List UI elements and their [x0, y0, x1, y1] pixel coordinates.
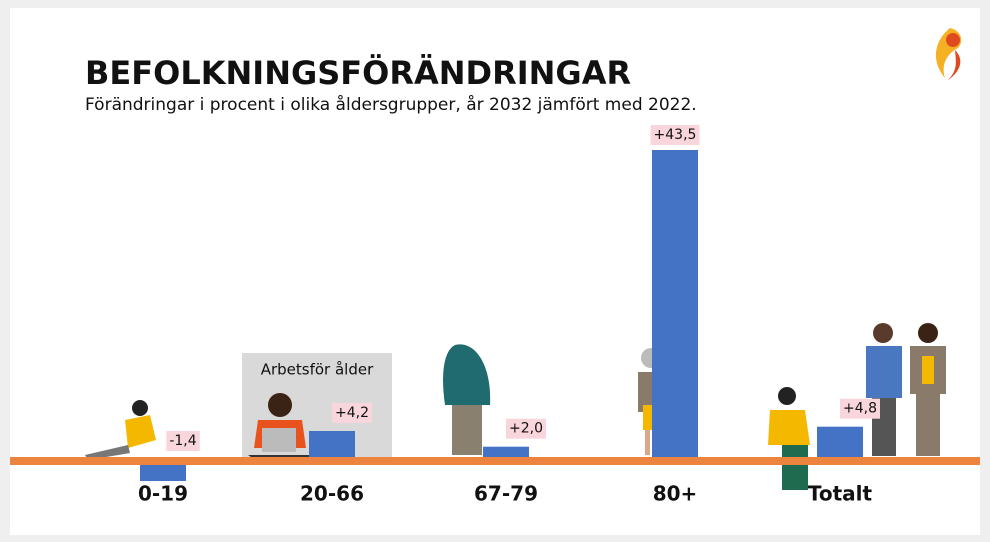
person-sitting — [768, 387, 810, 490]
logo — [935, 28, 962, 80]
x-tick-label: 20-66 — [300, 482, 364, 506]
annotation: Arbetsför ålder — [261, 361, 374, 379]
x-tick-label: 67-79 — [474, 482, 538, 506]
value-label: -1,4 — [169, 433, 196, 449]
value-label: +4,2 — [335, 405, 369, 421]
chart-title: BEFOLKNINGSFÖRÄNDRINGAR — [85, 54, 631, 92]
x-tick-label: 0-19 — [138, 482, 188, 506]
value-label: +43,5 — [654, 127, 697, 143]
bar — [309, 430, 355, 461]
x-tick-label: Totalt — [808, 482, 873, 506]
person-couple — [866, 323, 946, 456]
person-child — [85, 400, 156, 460]
value-label-bg — [166, 431, 200, 451]
value-label-bg — [650, 125, 700, 145]
baseline — [10, 457, 980, 465]
value-label: +2,0 — [509, 421, 543, 437]
bar — [140, 461, 186, 481]
value-label-bg — [506, 418, 546, 439]
bar — [817, 426, 863, 461]
bar — [652, 150, 698, 461]
value-label-bg — [332, 402, 372, 423]
chart-subtitle: Förändringar i procent i olika åldersgru… — [85, 94, 697, 115]
x-tick-label: 80+ — [653, 482, 698, 506]
value-label: +4,8 — [843, 401, 877, 417]
value-label-bg — [840, 398, 880, 419]
person-hood — [443, 344, 491, 455]
